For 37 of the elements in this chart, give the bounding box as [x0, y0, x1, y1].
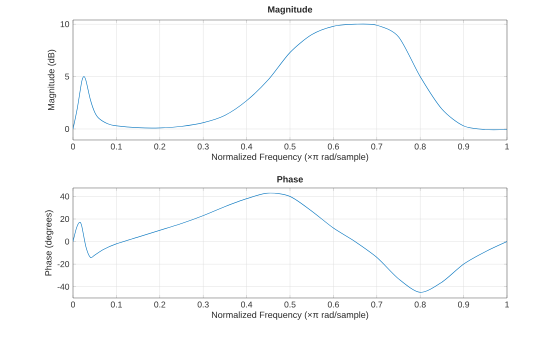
x-tick-label: 0.8 — [414, 302, 426, 308]
x-tick-label: 0.4 — [241, 302, 252, 308]
x-axis-title: Normalized Frequency (×π rad/sample) — [212, 153, 368, 162]
x-tick-label: 0.1 — [110, 144, 122, 150]
x-tick-label: 1 — [505, 302, 509, 308]
x-tick-label: 0 — [70, 302, 76, 308]
x-tick-label: 1 — [505, 144, 509, 150]
chart-title: Phase — [277, 176, 303, 182]
y-tick-label: 5 — [65, 74, 70, 80]
x-tick-label: 0 — [70, 144, 76, 150]
y-axis-title: Magnitude (dB) — [48, 50, 56, 110]
x-tick-label: 0.5 — [284, 144, 296, 150]
x-tick-label: 0.4 — [241, 144, 252, 150]
x-tick-label: 0.9 — [458, 144, 470, 150]
y-tick-label: 40 — [60, 193, 70, 200]
x-tick-label: 0.2 — [154, 302, 166, 308]
x-tick-label: 0.7 — [371, 144, 382, 150]
line-series — [73, 192, 507, 293]
y-axis-title: Phase (degrees) — [44, 210, 54, 276]
x-tick-label: 0.3 — [198, 302, 209, 308]
y-tick-label: 0 — [65, 238, 70, 245]
x-tick-label: 0.6 — [328, 144, 339, 150]
x-tick-label: 0.9 — [458, 302, 470, 308]
x-axis-title: Normalized Frequency (×π rad/sample) — [212, 311, 368, 320]
y-tick-label: -40 — [58, 284, 70, 290]
y-tick-label: -20 — [58, 261, 70, 268]
x-tick-label: 0.7 — [371, 302, 382, 308]
y-tick-label: 10 — [60, 21, 70, 28]
chart-title: Magnitude — [268, 6, 312, 14]
x-tick-label: 0.5 — [284, 302, 296, 308]
x-tick-label: 0.1 — [110, 302, 122, 308]
y-tick-label: 0 — [65, 126, 70, 132]
x-tick-label: 0.6 — [328, 302, 339, 308]
x-tick-label: 0.3 — [198, 144, 209, 150]
x-tick-label: 0.8 — [414, 144, 426, 150]
y-tick-label: 20 — [60, 216, 70, 222]
x-tick-label: 0.2 — [154, 144, 166, 150]
